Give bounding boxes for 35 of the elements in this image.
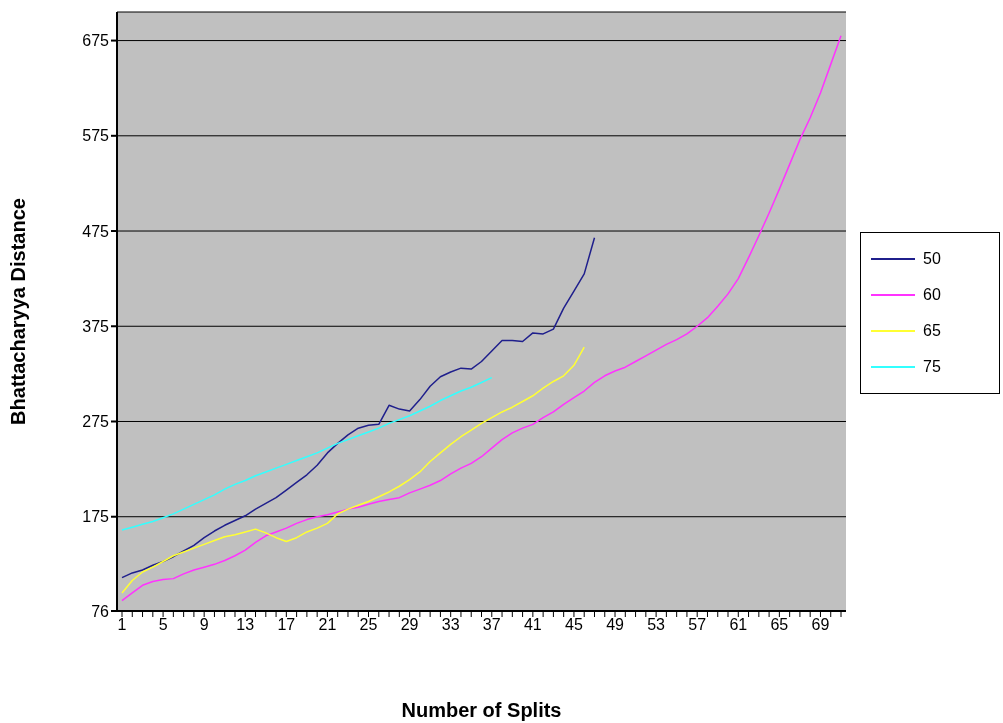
- x-tick-label: 45: [565, 616, 583, 634]
- y-tick-label: 175: [82, 508, 110, 526]
- x-tick-label: 29: [400, 616, 419, 634]
- x-tick-label: 65: [770, 616, 789, 634]
- y-axis-title: Bhattacharyya Distance: [7, 198, 30, 425]
- y-tick-label: 575: [82, 127, 110, 145]
- line-series: [121, 236, 596, 579]
- x-tick-label: 9: [199, 616, 209, 634]
- x-tick-label: 1: [117, 616, 127, 634]
- y-tick-label: 475: [82, 222, 110, 240]
- line-series: [121, 35, 842, 602]
- line-series: [121, 346, 585, 594]
- x-tick-label: 25: [359, 616, 378, 634]
- x-tick-label: 5: [158, 616, 168, 634]
- y-tick-label: 76: [91, 602, 110, 620]
- x-tick-label: 61: [729, 616, 748, 634]
- y-tick-label: 675: [82, 32, 110, 50]
- x-tick-label: 53: [647, 616, 666, 634]
- legend-label: 50: [923, 250, 941, 268]
- line-series: [121, 376, 493, 531]
- x-tick-label: 69: [811, 616, 830, 634]
- legend-label: 75: [923, 358, 941, 376]
- x-tick-label: 37: [482, 616, 501, 634]
- x-tick-label: 33: [441, 616, 460, 634]
- legend-label: 65: [923, 322, 941, 340]
- x-tick-label: 13: [236, 616, 255, 634]
- legend-label: 60: [923, 286, 941, 304]
- x-axis-title: Number of Splits: [401, 699, 562, 721]
- x-tick-label: 49: [606, 616, 625, 634]
- y-tick-label: 275: [82, 413, 110, 431]
- x-tick-label: 41: [523, 616, 542, 634]
- y-tick-label: 375: [82, 317, 110, 335]
- x-tick-label: 57: [688, 616, 707, 634]
- x-tick-label: 17: [277, 616, 296, 634]
- x-tick-label: 21: [318, 616, 337, 634]
